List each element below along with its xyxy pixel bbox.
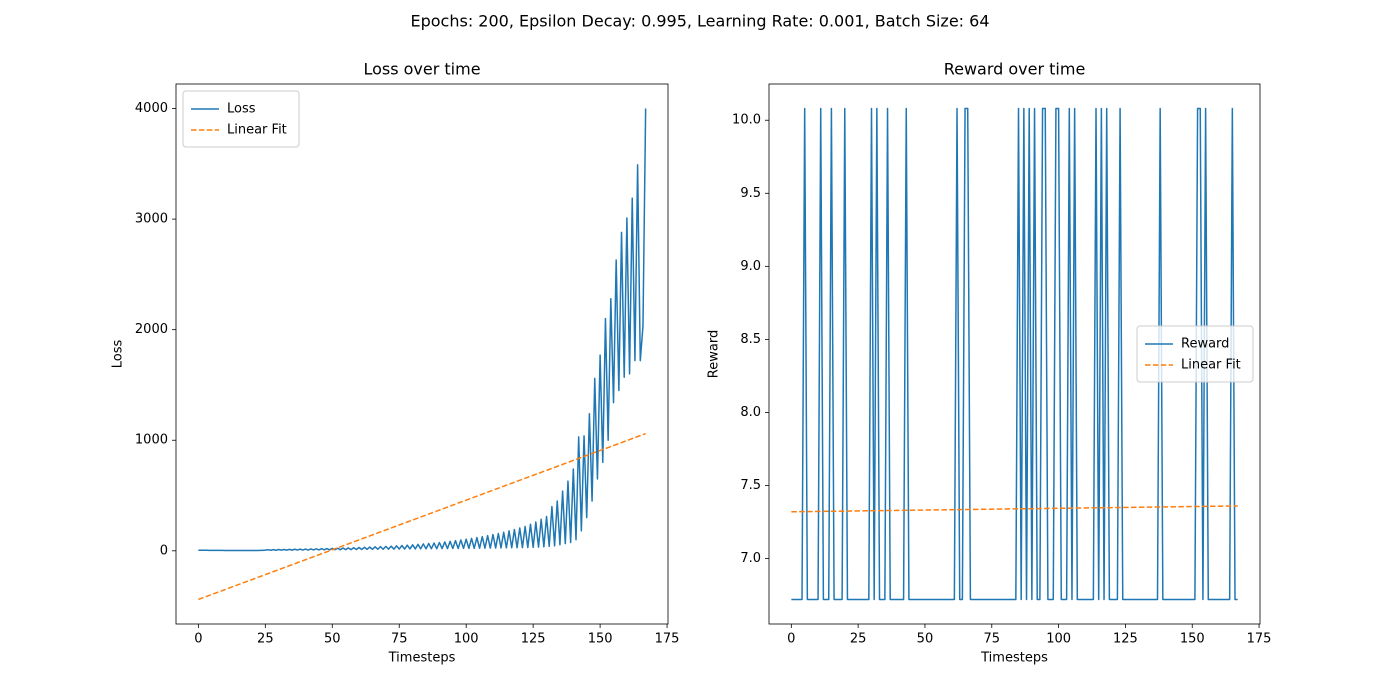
axes-frame: [175, 83, 669, 625]
legend-box: [182, 90, 300, 148]
series-line: [791, 107, 1238, 601]
x-tick-label: 125: [521, 632, 546, 647]
y-tick-label: 0: [160, 543, 168, 558]
x-tick-label: 125: [1113, 632, 1138, 647]
series-line: [198, 108, 647, 552]
legend-label: Loss: [227, 102, 256, 117]
y-tick-label: 7.0: [740, 551, 761, 566]
x-tick-label: 0: [787, 632, 795, 647]
legend-label: Linear Fit: [1181, 358, 1241, 373]
x-tick-label: 100: [454, 632, 479, 647]
x-tick-label: 75: [984, 632, 1001, 647]
figure-title: Epochs: 200, Epsilon Decay: 0.995, Learn…: [411, 12, 990, 31]
axes-frame: [768, 83, 1261, 625]
x-tick-label: 25: [850, 632, 867, 647]
legend-label: Linear Fit: [227, 123, 287, 138]
y-tick-label: 7.5: [740, 478, 761, 493]
y-axis-label: Loss: [111, 340, 126, 369]
y-tick-label: 1000: [135, 433, 168, 448]
y-tick-label: 8.5: [740, 332, 761, 347]
legend-label: Reward: [1181, 337, 1229, 352]
x-tick-label: 100: [1046, 632, 1071, 647]
x-tick-label: 75: [391, 632, 408, 647]
axes-title: Reward over time: [944, 60, 1086, 79]
series-line: [791, 505, 1238, 513]
series-line: [198, 432, 646, 601]
y-tick-label: 9.0: [740, 259, 761, 274]
y-axis-label: Reward: [707, 330, 722, 378]
x-tick-label: 175: [1247, 632, 1272, 647]
x-tick-label: 25: [257, 632, 274, 647]
y-tick-label: 9.5: [740, 186, 761, 201]
x-axis-label: Timesteps: [980, 651, 1048, 666]
x-tick-label: 175: [655, 632, 680, 647]
legend-box: [1136, 325, 1254, 383]
y-tick-label: 4000: [135, 101, 168, 116]
legend: Reward Linear Fit: [1136, 325, 1254, 383]
x-axis-label: Timesteps: [388, 651, 456, 666]
legend: Loss Linear Fit: [182, 90, 300, 148]
y-tick-label: 8.0: [740, 405, 761, 420]
y-tick-label: 10.0: [732, 113, 761, 128]
x-tick-label: 0: [194, 632, 202, 647]
x-tick-label: 50: [324, 632, 341, 647]
x-tick-label: 150: [588, 632, 613, 647]
axes-title: Loss over time: [363, 60, 480, 79]
x-tick-label: 150: [1180, 632, 1205, 647]
y-tick-label: 3000: [135, 212, 168, 227]
x-tick-label: 50: [917, 632, 934, 647]
y-tick-label: 2000: [135, 322, 168, 337]
